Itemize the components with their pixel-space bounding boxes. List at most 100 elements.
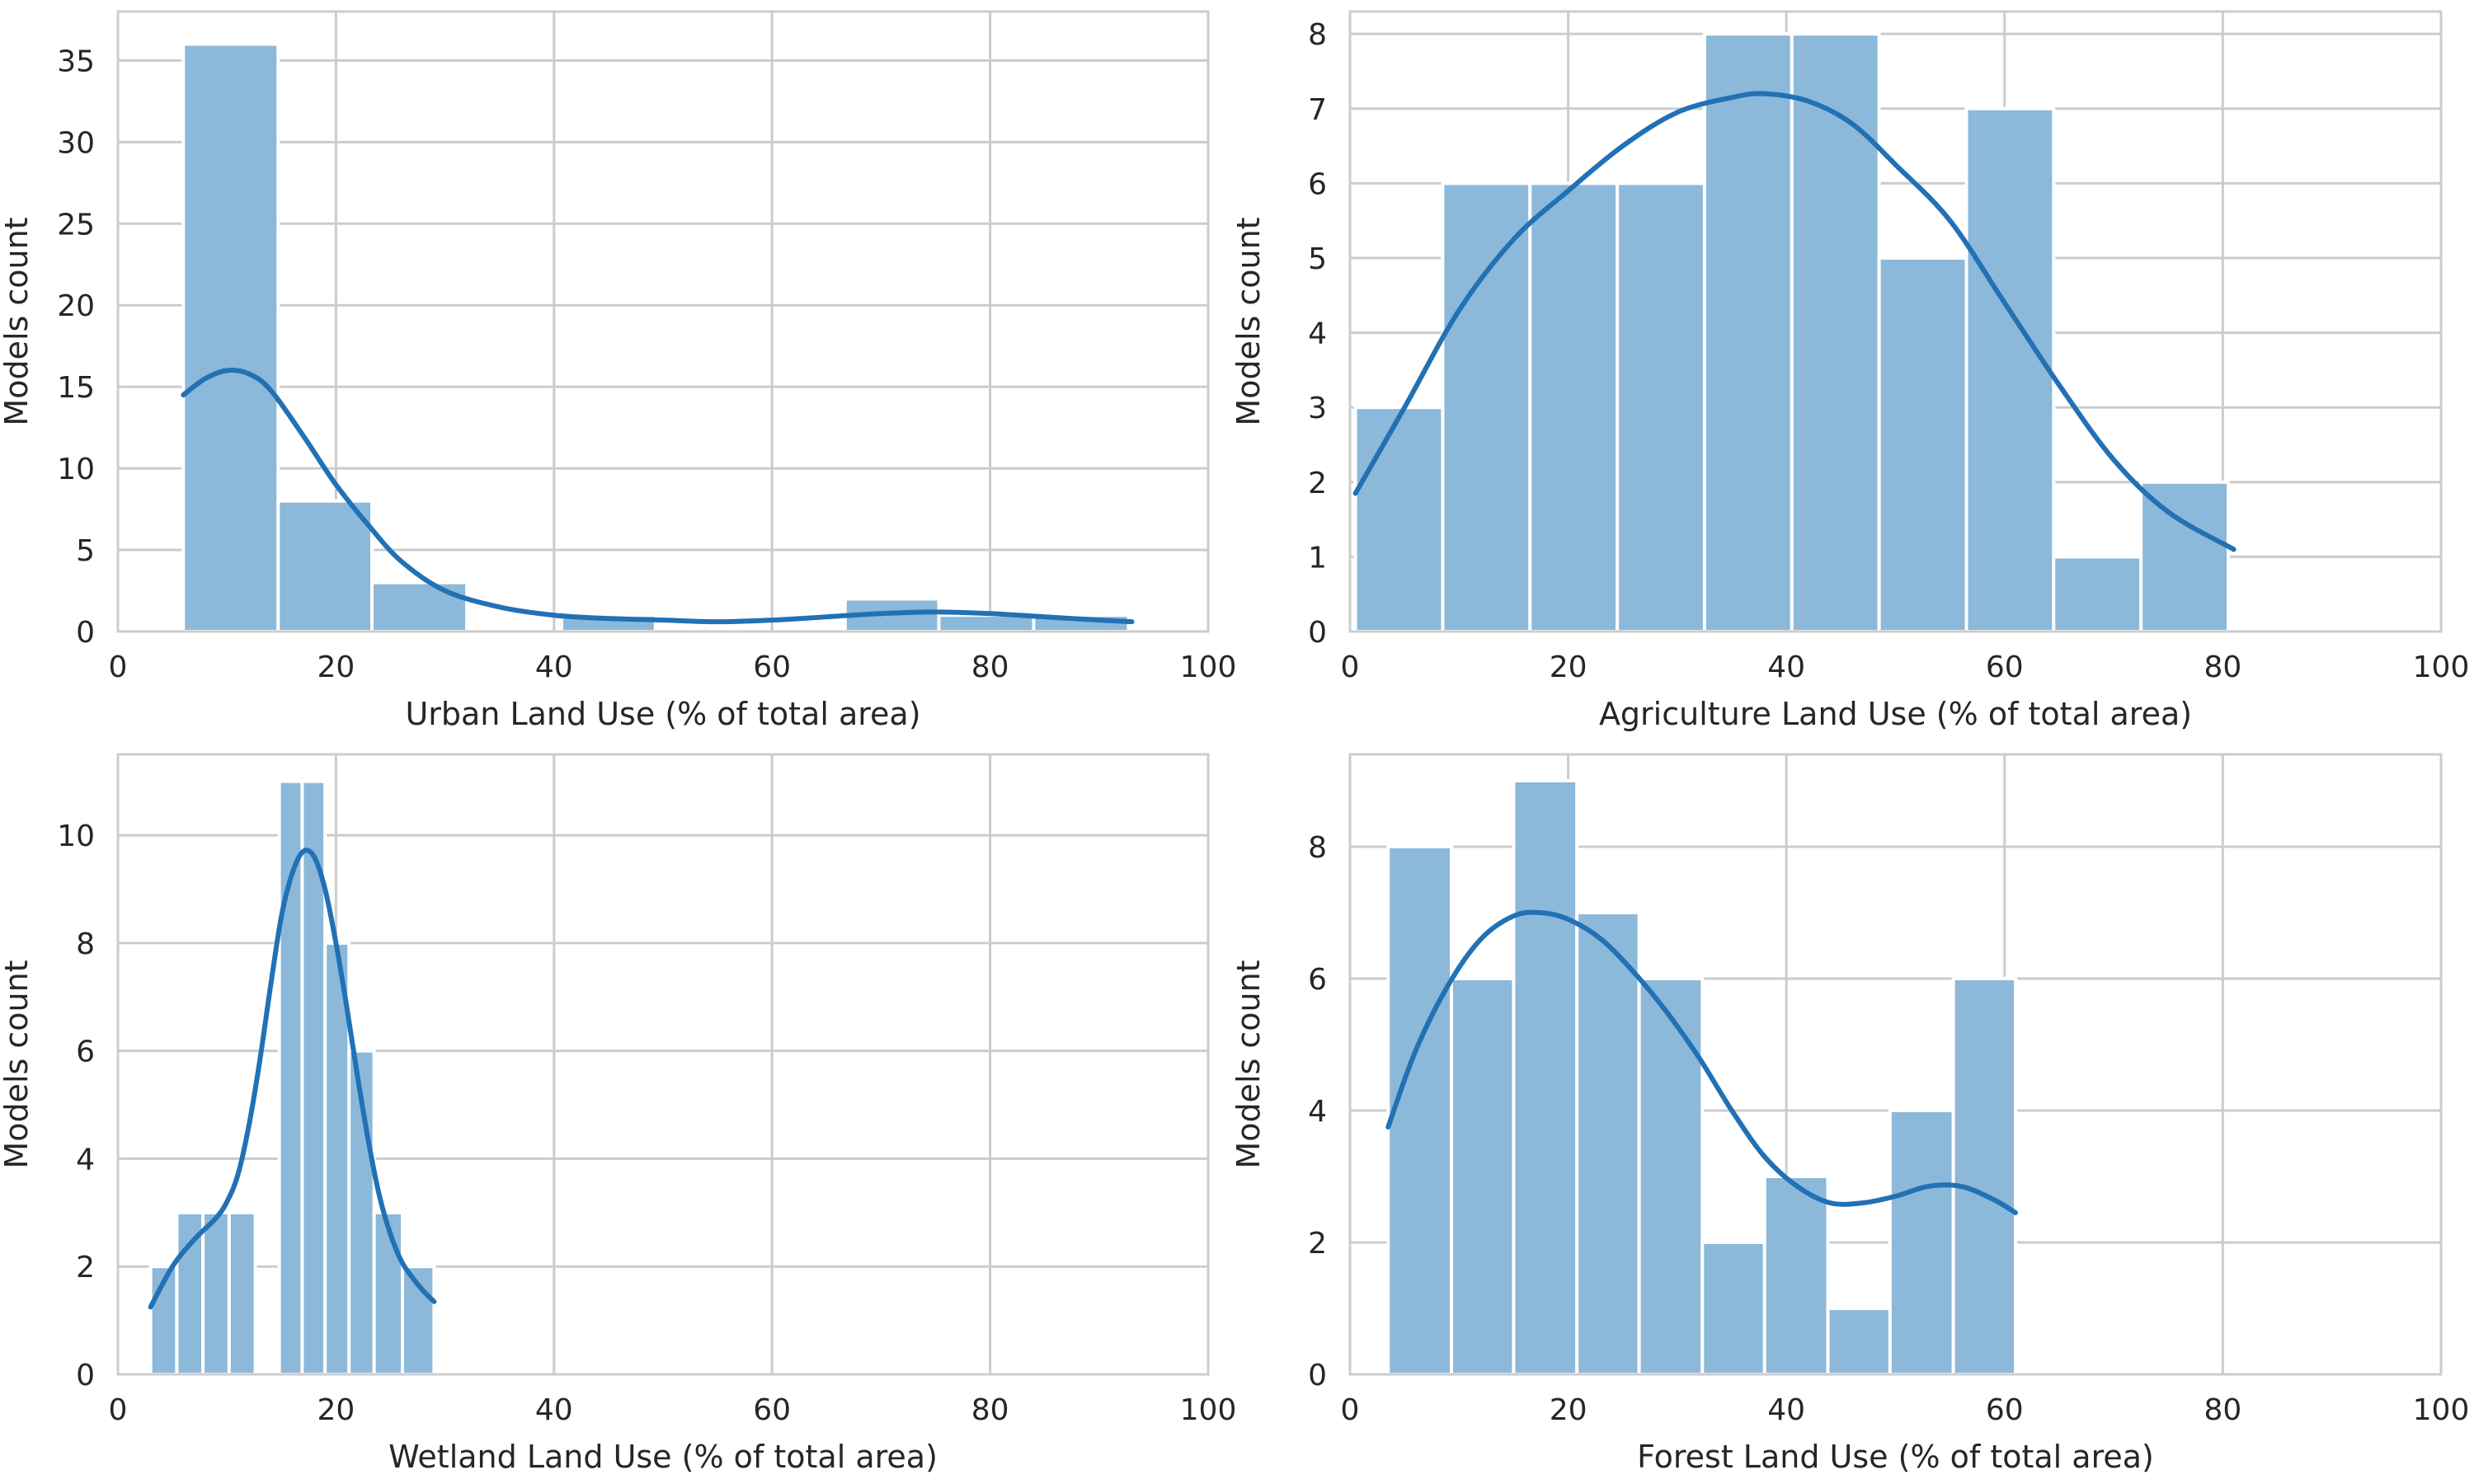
histogram-bar: [1700, 1241, 1766, 1376]
y-axis-label: Models count: [1230, 960, 1267, 1168]
x-tick-label: 20: [317, 650, 355, 684]
y-axis-label: Models count: [0, 960, 35, 1168]
histogram-bar: [181, 42, 280, 634]
y-axis-label: Models count: [0, 217, 35, 425]
kde-curve: [181, 368, 1135, 625]
y-tick-label: 7: [1308, 93, 1327, 127]
kde-curve: [1385, 909, 2019, 1215]
urban-land-use-panel: 0 20 40 60 80 100 0 5 10 15 20 25 30 35 Urban Land Use…: [0, 10, 1237, 732]
histogram-bar: [1637, 977, 1705, 1376]
histogram-bar: [227, 1210, 257, 1376]
y-tick-label: 10: [57, 453, 95, 486]
y-tick-label: 4: [1308, 1095, 1327, 1129]
x-axis-label: Urban Land Use (% of total area): [405, 696, 920, 732]
y-tick-label: 0: [1308, 616, 1327, 650]
x-tick-label: 20: [317, 1393, 355, 1427]
y-tick-label: 8: [1308, 18, 1327, 52]
y-tick-label: 15: [57, 371, 95, 405]
y-axis-label: Models count: [1230, 217, 1267, 425]
x-tick-label: 80: [2204, 650, 2241, 684]
histogram-bar: [1762, 1175, 1830, 1376]
y-tick-label: 5: [76, 534, 95, 568]
axes-frame: [116, 753, 1210, 1376]
x-tick-label: 60: [1986, 1393, 2024, 1427]
y-tick-label: 10: [57, 819, 95, 853]
x-tick-label: 100: [1180, 650, 1237, 684]
wetland-land-use-panel: 0 20 40 60 80 100 0 2 4 6 8 10 Wetland Land Use (% o…: [0, 753, 1237, 1475]
forest-land-use-panel: 0 20 40 60 80 100 0 2 4 6 8 Forest Land Use (% of t…: [1230, 753, 2470, 1475]
axes-frame: [1348, 10, 2443, 633]
axes-frame: [116, 10, 1210, 633]
histogram-bar: [1790, 32, 1881, 633]
histogram-bar: [1575, 911, 1641, 1376]
y-tick-label: 2: [1308, 467, 1327, 500]
x-axis-label: Wetland Land Use (% of total area): [388, 1439, 938, 1475]
kde-curve: [148, 848, 437, 1310]
x-axis-label: Agriculture Land Use (% of total area): [1599, 696, 2192, 732]
histogram-bar: [1877, 256, 1968, 633]
y-tick-label: 6: [1308, 963, 1327, 997]
x-tick-label: 100: [2413, 1393, 2470, 1427]
histogram-bar: [1441, 181, 1532, 633]
y-tick-label: 2: [76, 1251, 95, 1284]
x-tick-label: 40: [1767, 1393, 1805, 1427]
x-axis-label: Forest Land Use (% of total area): [1637, 1439, 2154, 1475]
y-tick-label: 20: [57, 289, 95, 323]
x-tick-label: 40: [535, 1393, 573, 1427]
histogram-bar: [2139, 480, 2231, 633]
histogram-bar: [276, 499, 374, 633]
histogram-bar: [2052, 555, 2143, 633]
x-tick-label: 60: [753, 650, 791, 684]
axes-frame: [1348, 753, 2443, 1376]
y-tick-label: 4: [1308, 317, 1327, 351]
y-tick-label: 30: [57, 126, 95, 160]
x-tick-label: 0: [109, 1393, 128, 1427]
y-tick-label: 0: [76, 616, 95, 650]
y-tick-label: 6: [1308, 167, 1327, 201]
x-tick-label: 80: [971, 650, 1009, 684]
histogram-bar: [1826, 1307, 1892, 1376]
y-tick-label: 0: [1308, 1359, 1327, 1392]
x-tick-label: 20: [1550, 1393, 1587, 1427]
x-tick-label: 0: [1341, 1393, 1360, 1427]
y-tick-label: 8: [1308, 831, 1327, 865]
histogram-bar: [1964, 106, 2056, 633]
y-tick-label: 5: [1308, 242, 1327, 276]
kde-curve: [1352, 91, 2236, 552]
agriculture-land-use-panel: 0 20 40 60 80 100 0 1 2 3 4 5 6 7 8 Agriculture Land Us…: [1230, 10, 2470, 732]
histogram-bar: [370, 580, 469, 634]
histogram-bar: [1353, 406, 1445, 633]
x-tick-label: 80: [971, 1393, 1009, 1427]
y-tick-label: 6: [76, 1036, 95, 1069]
x-tick-label: 0: [1341, 650, 1360, 684]
y-tick-label: 8: [76, 928, 95, 961]
histogram-bar: [1888, 1109, 1955, 1376]
x-tick-label: 60: [1986, 650, 2024, 684]
histogram-bar: [1386, 845, 1454, 1376]
x-tick-label: 0: [109, 650, 128, 684]
histogram-bar: [1450, 977, 1516, 1376]
histogram-bar: [1512, 779, 1579, 1376]
histogram-bar: [1951, 977, 2018, 1376]
y-tick-label: 0: [76, 1359, 95, 1392]
x-tick-label: 100: [1180, 1393, 1237, 1427]
histogram-bar: [323, 941, 351, 1376]
x-tick-label: 80: [2204, 1393, 2241, 1427]
x-tick-label: 20: [1550, 650, 1587, 684]
y-tick-label: 3: [1308, 392, 1327, 425]
y-tick-label: 2: [1308, 1227, 1327, 1261]
histogram-bar: [1616, 181, 1706, 633]
histogram-bar: [1702, 32, 1794, 633]
x-tick-label: 40: [1767, 650, 1805, 684]
histogram-bar: [1528, 181, 1620, 633]
x-tick-label: 100: [2413, 650, 2470, 684]
histogram-bar: [372, 1210, 405, 1376]
y-tick-label: 25: [57, 208, 95, 242]
y-tick-label: 1: [1308, 541, 1327, 575]
histogram-bar: [201, 1210, 231, 1376]
x-tick-label: 60: [753, 1393, 791, 1427]
x-tick-label: 40: [535, 650, 573, 684]
y-tick-label: 4: [76, 1143, 95, 1176]
y-tick-label: 35: [57, 45, 95, 78]
